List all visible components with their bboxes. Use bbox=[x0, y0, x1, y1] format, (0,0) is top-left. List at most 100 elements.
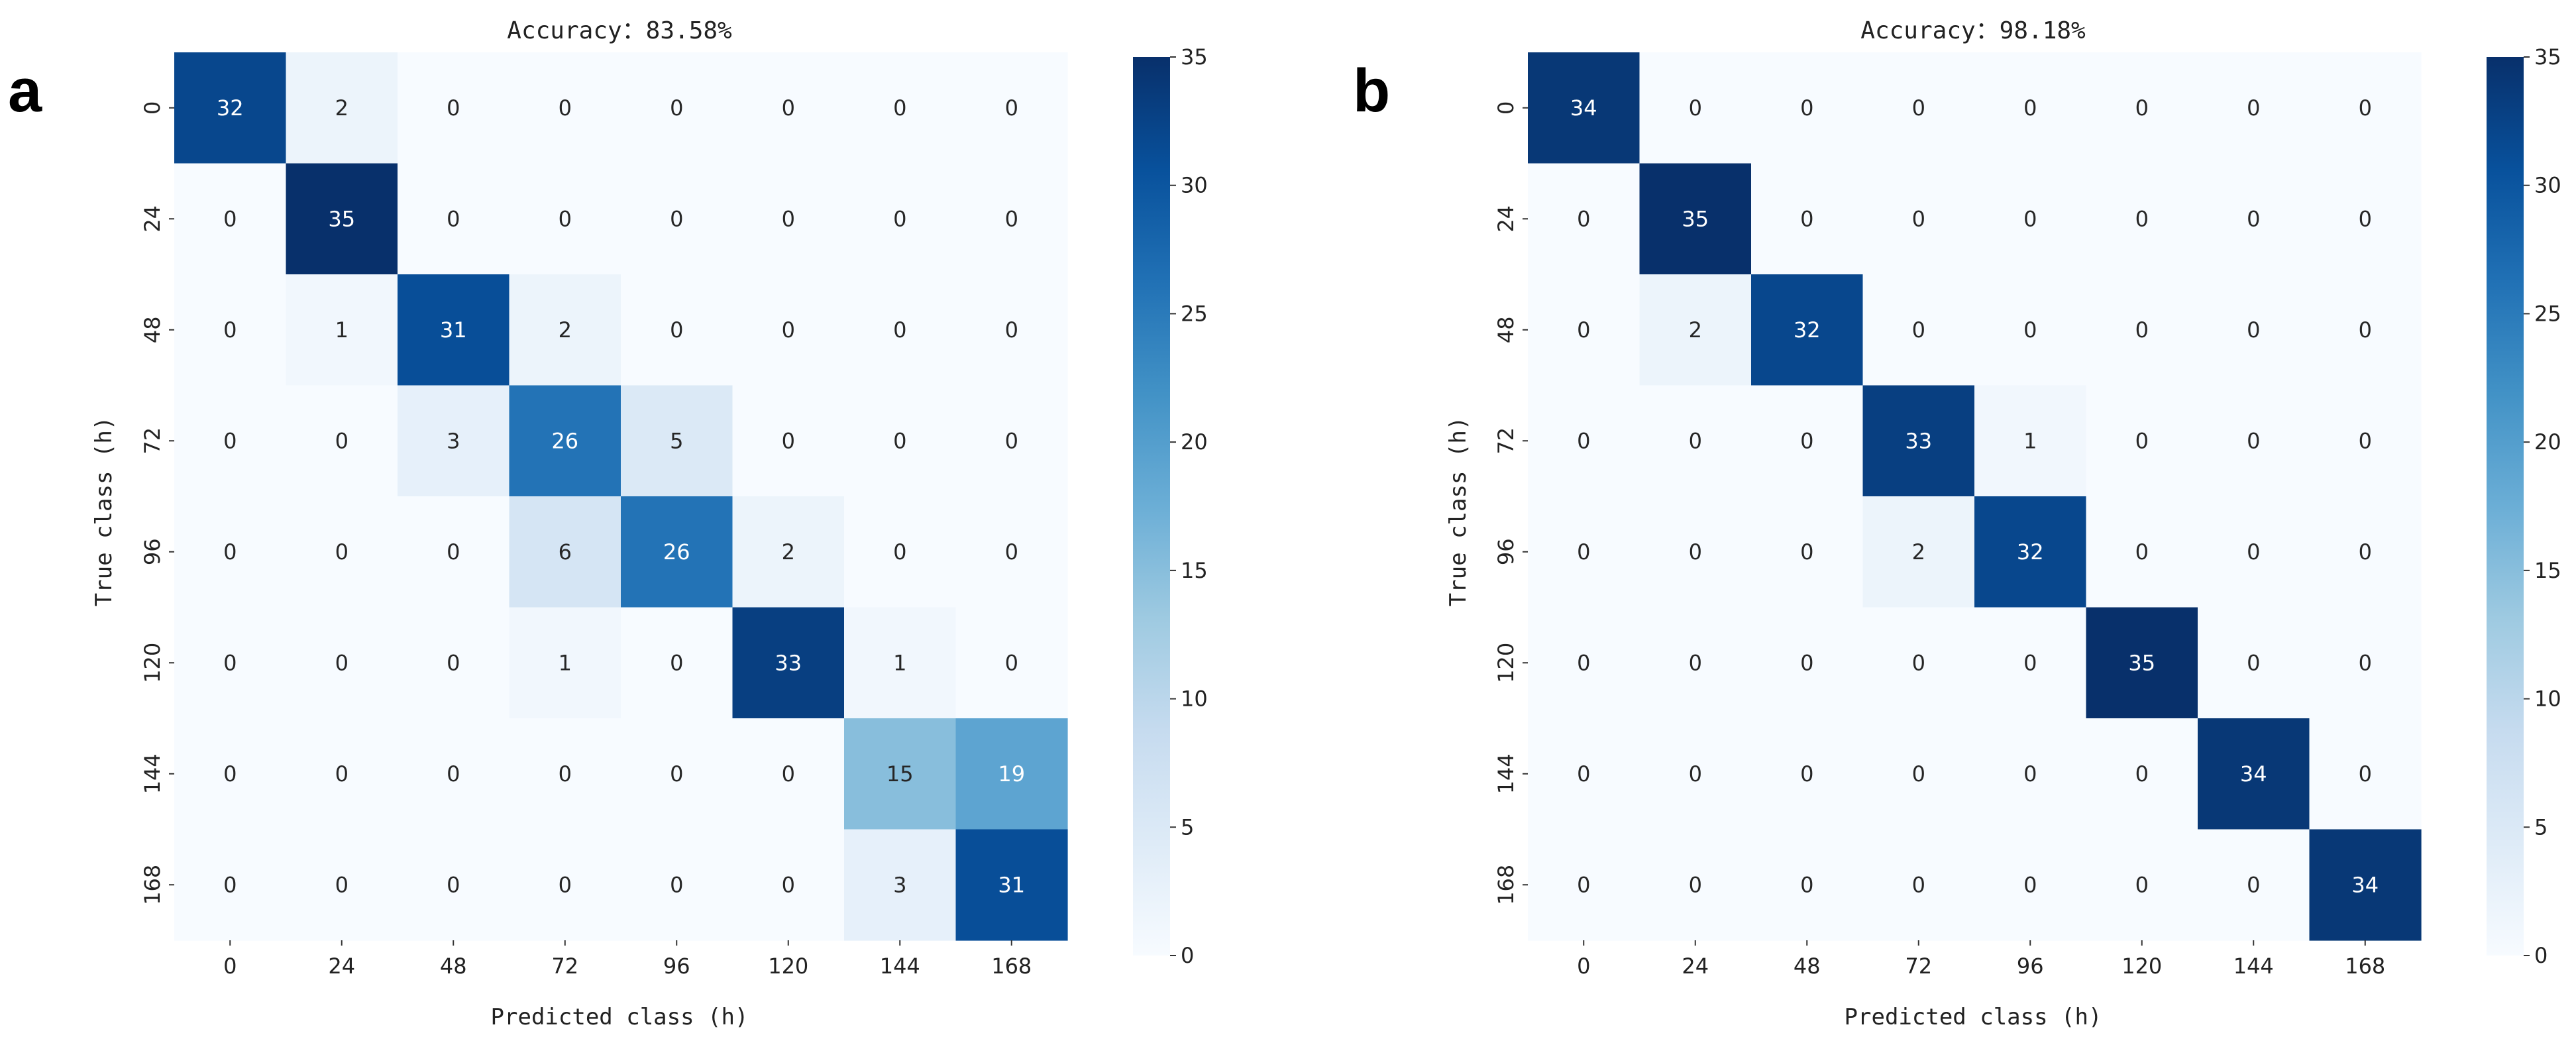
cell-value-label: 0 bbox=[893, 539, 906, 565]
cell-value-label: 0 bbox=[782, 761, 795, 787]
heatmap-cell-r6-c6 bbox=[2198, 718, 2310, 830]
heatmap-cell-r6-c7 bbox=[2309, 718, 2422, 830]
heatmap-cell-r5-c5 bbox=[732, 607, 845, 719]
heatmap-cell-r4-c1 bbox=[286, 496, 398, 608]
cell-value-label: 0 bbox=[893, 95, 906, 121]
cell-value-label: 0 bbox=[2359, 539, 2372, 565]
heatmap-cell-r3-c3 bbox=[509, 385, 621, 497]
cell-value-label: 0 bbox=[559, 761, 572, 787]
cell-value-label: 0 bbox=[670, 761, 683, 787]
heatmap-cell-r2-c5 bbox=[2086, 274, 2198, 386]
cell-value-label: 0 bbox=[1912, 872, 1925, 897]
cell-value-label: 0 bbox=[2135, 872, 2149, 897]
heatmap-cell-r2-c0 bbox=[1528, 274, 1640, 386]
colorbar: 0 5 10 15 20 25 30 35 bbox=[1133, 44, 1208, 968]
heatmap-cell-r5-c4 bbox=[621, 607, 733, 719]
heatmap-cell-r2-c5 bbox=[732, 274, 845, 386]
cell-value-label: 0 bbox=[670, 95, 683, 121]
heatmap-cell-r0-c7 bbox=[2309, 52, 2422, 164]
chart-title: Accuracy：98.18% bbox=[1860, 17, 2086, 44]
x-tick-label: 0 bbox=[1577, 954, 1590, 979]
colorbar-tick-label: 10 bbox=[1181, 686, 1208, 712]
y-tick-label: 144 bbox=[140, 753, 165, 794]
heatmap-cell-r4-c4 bbox=[1974, 496, 2087, 608]
y-tick-label: 168 bbox=[1493, 865, 1519, 905]
heatmap-cell-r3-c3 bbox=[1862, 385, 1975, 497]
cell-value-label: 0 bbox=[1577, 206, 1590, 231]
cell-value-label: 0 bbox=[782, 872, 795, 897]
cell-value-label: 0 bbox=[1577, 650, 1590, 675]
heatmap-cell-r4-c6 bbox=[844, 496, 957, 608]
cell-value-label: 0 bbox=[2247, 872, 2260, 897]
heatmap-cell-r0-c7 bbox=[955, 52, 1068, 164]
heatmap-cell-r3-c6 bbox=[2198, 385, 2310, 497]
cell-value-label: 0 bbox=[2023, 317, 2037, 343]
heatmap-cell-r2-c4 bbox=[621, 274, 733, 386]
heatmap-cell-r1-c4 bbox=[1974, 163, 2087, 275]
heatmap-cell-r4-c0 bbox=[174, 496, 287, 608]
colorbar-tick-label: 15 bbox=[1181, 558, 1208, 583]
heatmap-cell-r1-c0 bbox=[1528, 163, 1640, 275]
heatmap-cell-r5-c4 bbox=[1974, 607, 2087, 719]
cell-value-label: 0 bbox=[2359, 317, 2372, 343]
cell-value-label: 0 bbox=[2135, 95, 2149, 121]
x-tick-label: 120 bbox=[2121, 954, 2162, 979]
heatmap-cell-r0-c5 bbox=[732, 52, 845, 164]
heatmap-cell-r5-c1 bbox=[286, 607, 398, 719]
cell-value-label: 0 bbox=[1912, 317, 1925, 343]
heatmap-cell-r1-c3 bbox=[509, 163, 621, 275]
heatmap-cell-r0-c6 bbox=[2198, 52, 2310, 164]
heatmap-cell-r4-c3 bbox=[509, 496, 621, 608]
cell-value-label: 33 bbox=[775, 650, 802, 675]
heatmap-cell-r1-c5 bbox=[732, 163, 845, 275]
heatmap-cell-r6-c2 bbox=[398, 718, 510, 830]
heatmap-cell-r0-c4 bbox=[621, 52, 733, 164]
cell-value-label: 0 bbox=[2135, 206, 2149, 231]
colorbar-tick-label: 0 bbox=[2534, 943, 2548, 968]
x-tick-label: 168 bbox=[2345, 954, 2385, 979]
heatmap-cell-r0-c5 bbox=[2086, 52, 2198, 164]
x-tick-label: 144 bbox=[2233, 954, 2274, 979]
heatmap-cell-r5-c7 bbox=[2309, 607, 2422, 719]
heatmap-cell-r4-c1 bbox=[1639, 496, 1752, 608]
x-tick-labels: 0 24 48 72 96 120 144 168 bbox=[1577, 940, 2385, 979]
heatmap-cell-r7-c3 bbox=[1862, 829, 1975, 941]
heatmap-cell-r7-c1 bbox=[286, 829, 398, 941]
panel-label: a bbox=[8, 57, 42, 125]
cell-value-label: 0 bbox=[1689, 428, 1702, 453]
cell-value-label: 5 bbox=[670, 428, 683, 453]
heatmap-cell-r2-c3 bbox=[1862, 274, 1975, 386]
heatmap-cell-r0-c0 bbox=[174, 52, 287, 164]
cell-value-label: 0 bbox=[1005, 428, 1018, 453]
cell-value-label: 32 bbox=[2017, 539, 2044, 565]
heatmap-cell-r6-c1 bbox=[1639, 718, 1752, 830]
cell-value-label: 0 bbox=[335, 539, 349, 565]
cell-value-label: 0 bbox=[1689, 539, 1702, 565]
heatmap-cell-r1-c1 bbox=[286, 163, 398, 275]
heatmap-cell-r1-c1 bbox=[1639, 163, 1752, 275]
cell-value-label: 0 bbox=[1005, 539, 1018, 565]
cell-value-label: 0 bbox=[559, 95, 572, 121]
heatmap-cell-r1-c6 bbox=[2198, 163, 2310, 275]
heatmap-cell-r7-c4 bbox=[1974, 829, 2087, 941]
heatmap-cell-r2-c2 bbox=[1751, 274, 1864, 386]
cell-value-label: 0 bbox=[1800, 650, 1813, 675]
colorbar-tick-label: 30 bbox=[2534, 173, 2561, 198]
cell-value-label: 0 bbox=[782, 206, 795, 231]
cell-value-label: 0 bbox=[559, 872, 572, 897]
cell-value-label: 0 bbox=[1689, 650, 1702, 675]
heatmap-cell-r3-c5 bbox=[732, 385, 845, 497]
cell-value-label: 3 bbox=[893, 872, 906, 897]
cell-value-label: 0 bbox=[223, 872, 237, 897]
cell-value-label: 33 bbox=[1905, 428, 1932, 453]
cell-value-label: 2 bbox=[1689, 317, 1702, 343]
heatmap-cell-r2-c1 bbox=[1639, 274, 1752, 386]
heatmap-cell-r7-c2 bbox=[398, 829, 510, 941]
cell-value-label: 0 bbox=[1005, 650, 1018, 675]
cell-value-label: 0 bbox=[335, 428, 349, 453]
heatmap-cell-r7-c0 bbox=[1528, 829, 1640, 941]
x-tick-label: 48 bbox=[1794, 954, 1821, 979]
heatmap-cell-r3-c0 bbox=[174, 385, 287, 497]
colorbar-tick-label: 20 bbox=[1181, 429, 1208, 455]
